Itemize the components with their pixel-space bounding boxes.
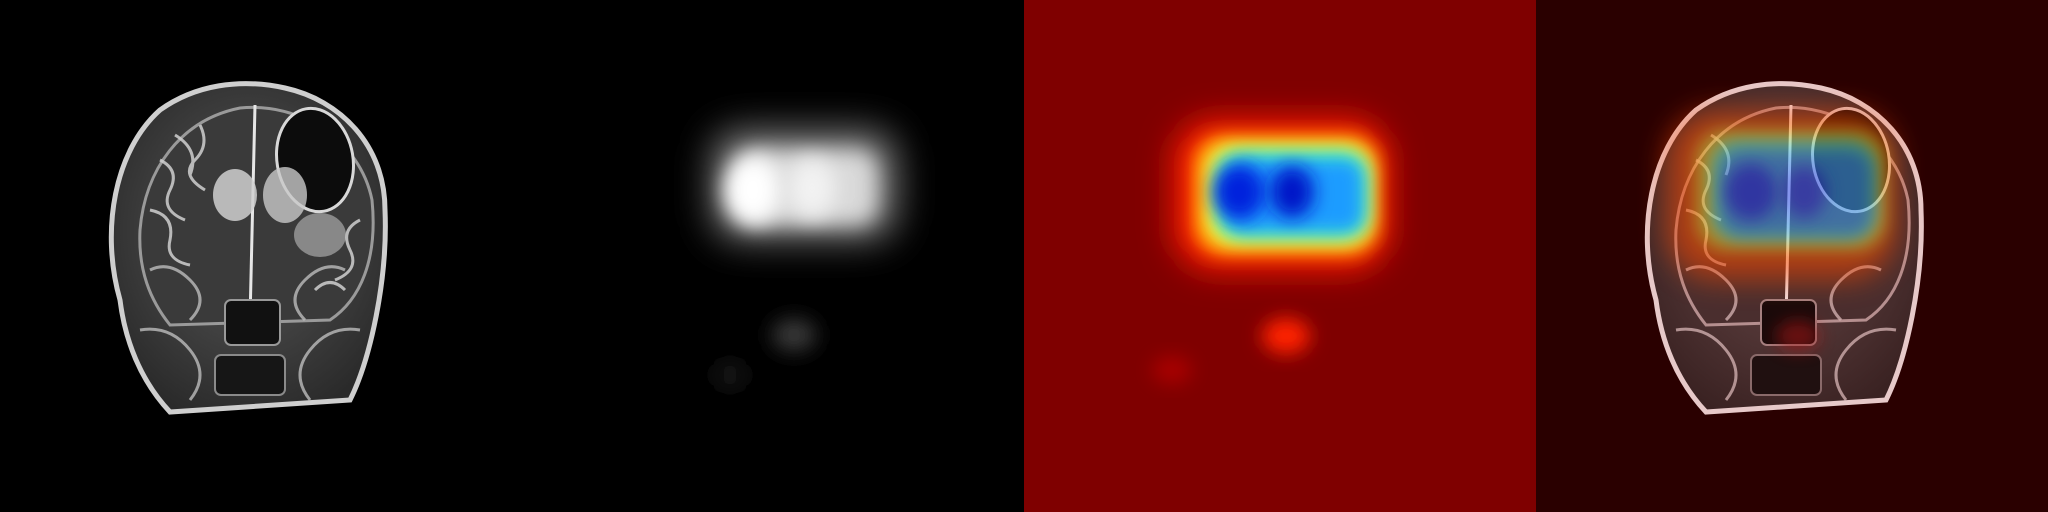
gray-heatmap-image [512, 0, 1024, 512]
gray-heatmap-panel [512, 0, 1024, 512]
jet-heatmap-image [1024, 0, 1536, 512]
mri-image [0, 0, 512, 512]
overlay-image [1536, 0, 2048, 512]
jet-heatmap-panel [1024, 0, 1536, 512]
overlay-panel [1536, 0, 2048, 512]
mri-panel [0, 0, 512, 512]
